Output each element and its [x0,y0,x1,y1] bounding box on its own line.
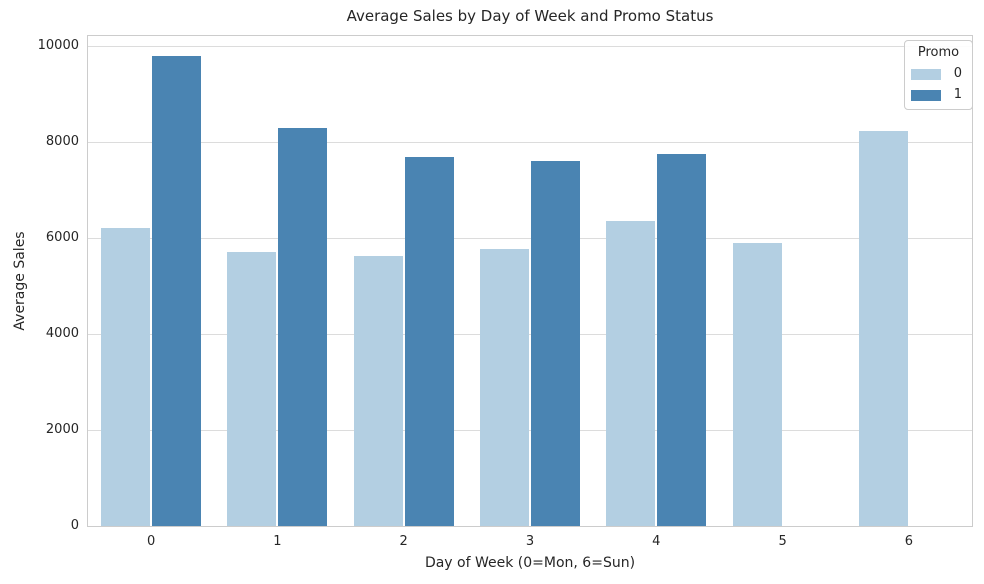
legend-label-promo-1: 1 [953,87,962,102]
gridline-y-6000 [88,238,972,239]
x-tick-label-4: 4 [652,534,661,549]
bar-promo1-day1 [278,128,328,526]
bar-promo0-day2 [353,256,403,526]
x-tick-label-5: 5 [778,534,787,549]
bar-promo1-day2 [404,156,454,526]
x-axis-label: Day of Week (0=Mon, 6=Sun) [424,555,636,571]
gridline-y-10000 [88,46,972,48]
gridline-y-4000 [88,334,972,335]
bar-promo0-day1 [227,251,277,526]
y-tick-label-10000: 10000 [37,38,79,54]
bar-promo0-day3 [480,249,529,526]
bar-promo0-day5 [732,242,782,526]
bar-promo0-day6 [858,131,908,526]
y-tick-label-6000: 6000 [45,230,79,245]
chart-title: Average Sales by Day of Week and Promo S… [346,7,714,25]
y-tick-label-0: 0 [70,518,79,533]
x-tick-label-0: 0 [146,534,156,549]
bar-promo0-day4 [606,221,656,526]
y-tick-label-8000: 8000 [45,134,79,150]
y-tick-label-2000: 2000 [45,422,79,437]
bar-promo0-day0 [101,227,151,526]
x-tick-label-2: 2 [399,534,408,549]
legend-item-promo-1: 1 [905,87,972,103]
y-tick-label-4000: 4000 [45,326,79,341]
gridline-y-8000 [88,142,972,144]
x-tick-label-6: 6 [904,534,914,549]
legend-label-promo-0: 0 [953,66,962,81]
legend-swatch-promo-1 [911,89,941,101]
bar-promo1-day4 [657,153,707,526]
legend-swatch-promo-0 [911,68,941,80]
y-axis-label: Average Sales [12,231,28,331]
gridline-y-2000 [88,430,972,431]
legend-item-promo-0: 0 [905,66,972,82]
bar-promo1-day3 [531,160,580,526]
x-tick-label-3: 3 [525,534,535,549]
legend: Promo 0 1 [904,40,973,110]
plot-area [87,35,973,527]
bar-promo1-day0 [152,56,202,526]
x-tick-label-1: 1 [273,534,282,549]
legend-title: Promo [917,45,960,60]
